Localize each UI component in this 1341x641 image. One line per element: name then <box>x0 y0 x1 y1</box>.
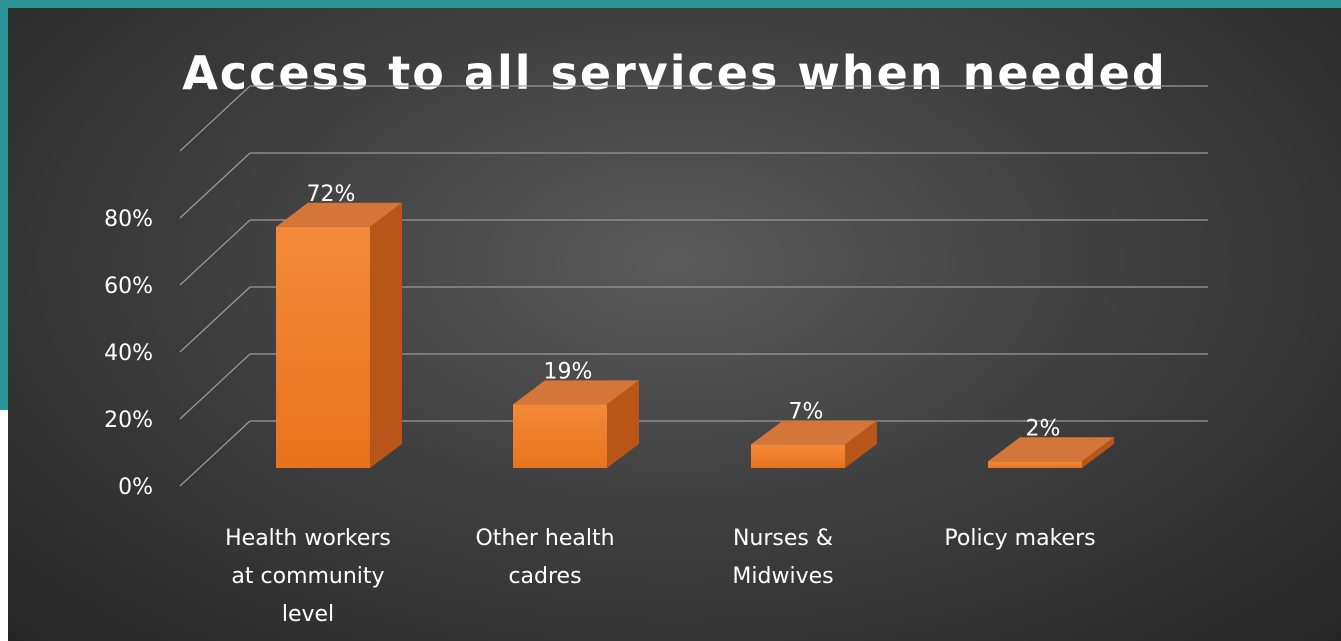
gridline-diagonal <box>179 353 251 420</box>
data-label: 72% <box>307 182 356 207</box>
y-tick-label: 20% <box>104 408 153 433</box>
x-tick-label: Policy makers <box>944 526 1095 551</box>
bar-top <box>276 202 402 227</box>
gridline-diagonal <box>179 420 251 487</box>
bar <box>276 202 402 469</box>
gridline-diagonal <box>179 85 251 152</box>
y-tick-label: 40% <box>104 341 153 366</box>
bar-side <box>370 202 402 469</box>
y-tick-label: 0% <box>118 475 153 500</box>
x-tick-label: Health workers at community level <box>225 526 391 627</box>
y-tick-label: 60% <box>104 274 153 299</box>
bar-top <box>751 420 877 445</box>
y-axis-ticks: 0% 20% 40% 60% 80% <box>104 207 153 500</box>
bar-front <box>513 404 607 468</box>
bar-front <box>988 461 1082 468</box>
bar-top <box>988 437 1114 462</box>
bar-front <box>751 444 845 468</box>
gridline-diagonal <box>179 219 251 286</box>
bar-side <box>1082 437 1114 468</box>
bars <box>276 202 1114 469</box>
bar-side <box>607 380 639 468</box>
chart-title: Access to all services when needed <box>182 46 1167 100</box>
gridlines <box>179 85 1208 487</box>
x-tick-label: Nurses & Midwives <box>732 526 833 589</box>
bar <box>988 437 1114 468</box>
chart-panel: Access to all services when needed 0% 20%… <box>8 8 1341 641</box>
data-label: 7% <box>789 400 824 425</box>
bar-top <box>513 380 639 405</box>
x-axis-labels: Health workers at community level Other hea… <box>225 526 1095 627</box>
bar <box>513 380 639 468</box>
bar-chart-plot: 0% 20% 40% 60% 80% 72% 19% 7% 2% Health workers… <box>104 85 1208 627</box>
bar <box>751 420 877 468</box>
data-label: 2% <box>1026 416 1061 441</box>
bar-front <box>276 226 370 468</box>
data-label: 19% <box>544 359 593 384</box>
gridline-diagonal <box>179 286 251 353</box>
gridline-diagonal <box>179 152 251 219</box>
x-tick-label: Other health cadres <box>475 526 614 589</box>
data-labels: 72% 19% 7% 2% <box>307 182 1061 441</box>
y-tick-label: 80% <box>104 207 153 232</box>
bar-side <box>845 420 877 468</box>
